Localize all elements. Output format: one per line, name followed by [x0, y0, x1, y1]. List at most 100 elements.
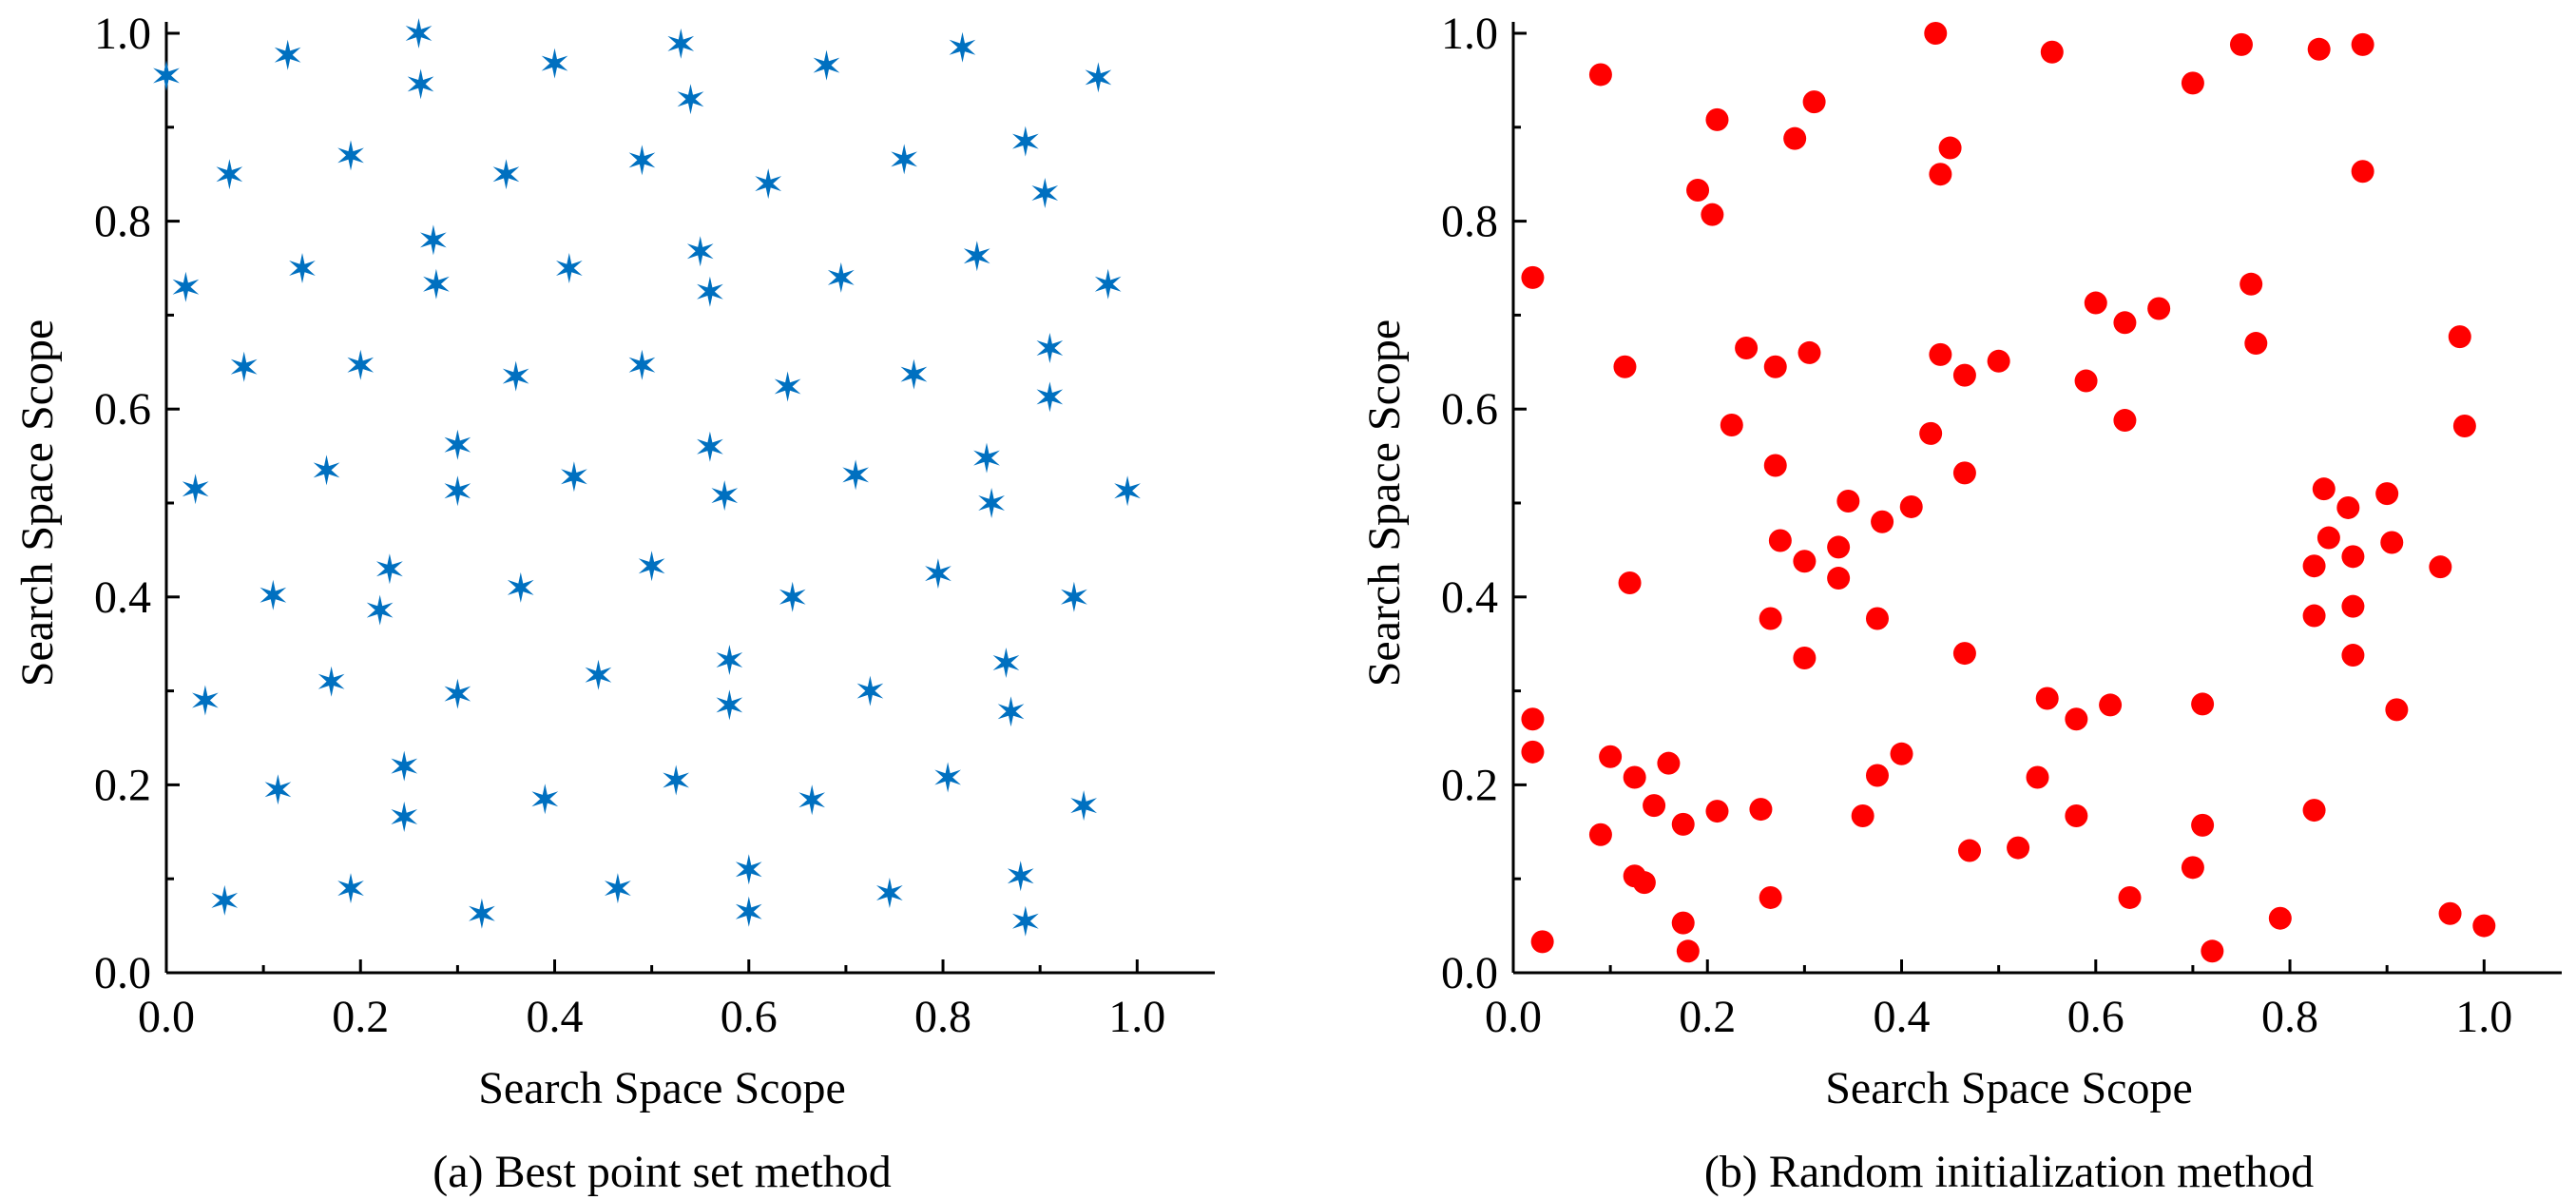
data-point-circle — [1521, 265, 1545, 289]
data-point-star — [407, 68, 434, 100]
data-point-circle — [1919, 421, 1943, 445]
data-point-circle — [2065, 804, 2088, 828]
data-point-star — [1012, 126, 1039, 157]
data-point-star — [313, 455, 340, 486]
panel-a-best-point-set: 0.0 0.2 0.4 0.6 0.8 1.0 0.0 0.2 0.4 0.6 0.8 1.0 Sear… — [12, 9, 1215, 1197]
data-point-star — [978, 488, 1005, 518]
data-point-star — [376, 553, 403, 585]
y-tick-label: 0.6 — [94, 384, 151, 435]
data-point-circle — [1763, 355, 1787, 378]
y-tick-label: 1.0 — [1441, 9, 1498, 59]
data-point-circle — [1632, 871, 1656, 895]
data-point-circle — [2007, 836, 2030, 860]
x-tick-label: 0.6 — [721, 992, 778, 1042]
data-point-circle — [1890, 742, 1913, 765]
data-point-star — [366, 594, 394, 626]
data-point-star — [192, 685, 219, 716]
data-point-star — [556, 253, 583, 283]
data-point-star — [317, 666, 345, 697]
panel-b-random-initialization: 0.0 0.2 0.4 0.6 0.8 1.0 0.0 0.2 0.4 0.6 0.8 1.0 Sear… — [1359, 9, 2562, 1197]
data-point-star — [391, 802, 418, 832]
data-point-star — [1085, 62, 1112, 93]
data-point-circle — [1530, 930, 1554, 954]
data-point-star — [337, 140, 364, 171]
data-point-circle — [1735, 336, 1759, 359]
y-tick-label: 0.4 — [94, 572, 151, 623]
data-point-circle — [1836, 490, 1860, 513]
data-point-circle — [1783, 126, 1807, 150]
data-point-star — [677, 84, 704, 115]
data-point-circle — [2312, 477, 2336, 501]
x-tick-label: 0.4 — [1874, 992, 1931, 1042]
data-point-star — [444, 678, 471, 709]
x-tick-label: 0.8 — [914, 992, 971, 1042]
data-point-circle — [2302, 604, 2326, 628]
data-point-circle — [1768, 529, 1792, 552]
data-point-circle — [2074, 369, 2098, 393]
x-tick-label: 1.0 — [1108, 992, 1165, 1042]
data-point-circle — [1705, 800, 1729, 823]
y-tick-label: 1.0 — [94, 9, 151, 59]
data-point-star — [813, 49, 840, 81]
data-point-circle — [2375, 482, 2399, 506]
data-point-circle — [1701, 203, 1724, 226]
y-tick-label: 0.4 — [1441, 572, 1498, 623]
data-point-circle — [1749, 798, 1773, 822]
data-point-circle — [2438, 901, 2462, 925]
data-point-star — [423, 268, 450, 300]
data-point-circle — [1802, 90, 1826, 114]
data-point-star — [779, 581, 806, 612]
data-point-star — [667, 28, 695, 59]
data-point-circle — [1671, 812, 1695, 836]
y-axis-label: Search Space Scope — [1359, 319, 1410, 687]
panel-caption: (a) Best point set method — [433, 1147, 892, 1197]
x-tick-label: 0.0 — [138, 992, 195, 1042]
data-point-circle — [2429, 555, 2452, 579]
data-point-star — [842, 459, 869, 491]
data-point-circle — [1793, 647, 1817, 670]
data-point-circle — [2099, 693, 2123, 717]
y-tick-label: 0.8 — [94, 197, 151, 247]
data-point-star — [628, 349, 656, 380]
data-point-circle — [1613, 355, 1637, 378]
data-point-circle — [2351, 32, 2374, 56]
data-point-star — [934, 762, 961, 793]
data-point-star — [274, 39, 301, 70]
x-tick-label: 1.0 — [2455, 992, 2512, 1042]
data-point-star — [973, 442, 1000, 474]
data-point-star — [216, 159, 243, 190]
data-point-star — [949, 31, 976, 63]
y-tick-label: 0.0 — [94, 948, 151, 998]
data-point-star — [153, 60, 180, 91]
data-point-star — [264, 774, 292, 805]
data-point-star — [755, 168, 782, 200]
data-point-circle — [1987, 349, 2010, 373]
data-point-circle — [1851, 804, 1874, 828]
data-point-star — [585, 659, 612, 690]
data-point-star — [686, 236, 714, 267]
data-point-circle — [1599, 745, 1623, 768]
data-point-circle — [1952, 642, 1976, 666]
data-point-circle — [2472, 914, 2496, 938]
panel-caption: (b) Random initialization method — [1704, 1147, 2314, 1197]
data-point-circle — [2113, 409, 2137, 433]
data-point-circle — [2191, 813, 2215, 837]
data-point-star — [507, 571, 534, 603]
x-tick-label: 0.0 — [1485, 992, 1542, 1042]
data-point-star — [992, 648, 1020, 678]
data-point-circle — [1643, 794, 1666, 818]
data-point-star — [900, 358, 928, 390]
data-point-star — [963, 241, 990, 272]
y-tick-label: 0.8 — [1441, 197, 1498, 247]
data-point-star — [492, 159, 520, 190]
data-point-star — [1036, 333, 1064, 363]
data-point-star — [1061, 581, 1087, 612]
data-point-circle — [1759, 885, 1782, 909]
data-point-circle — [1899, 494, 1923, 518]
data-point-star — [444, 429, 471, 460]
data-point-star — [716, 689, 743, 721]
y-tick-label: 0.2 — [94, 760, 151, 810]
data-point-circle — [1763, 454, 1787, 477]
data-point-star — [663, 765, 689, 796]
